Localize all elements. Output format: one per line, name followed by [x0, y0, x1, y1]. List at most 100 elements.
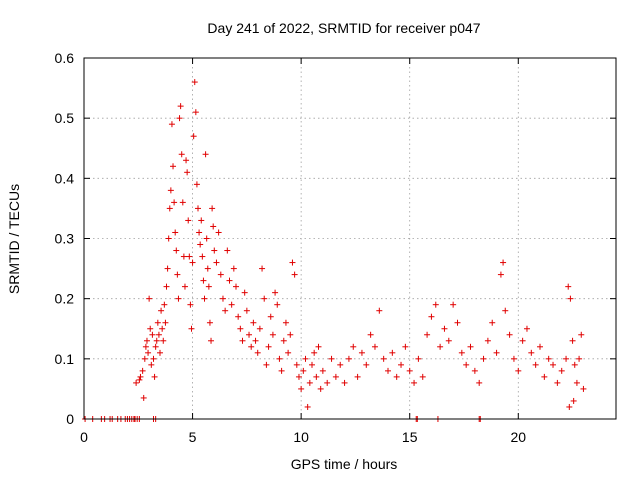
data-point: [199, 253, 206, 260]
data-point: [573, 379, 580, 386]
data-point: [385, 367, 391, 374]
data-point: [280, 337, 287, 344]
data-point: [248, 343, 255, 350]
data-point: [558, 367, 565, 374]
data-point: [162, 319, 169, 326]
data-point: [298, 385, 305, 392]
data-point: [567, 295, 574, 302]
data-point: [193, 181, 200, 188]
data-point: [149, 331, 156, 338]
data-point: [389, 349, 396, 356]
data-point: [274, 301, 281, 308]
data-point: [209, 205, 216, 212]
data-point: [363, 361, 370, 368]
data-point: [506, 331, 513, 338]
data-point: [428, 313, 435, 320]
data-point: [167, 187, 174, 194]
data-point: [570, 397, 577, 404]
data-point: [415, 355, 422, 362]
data-point: [295, 373, 302, 380]
data-point: [145, 349, 152, 356]
data-point: [578, 331, 585, 338]
y-tick-label: 0.6: [55, 50, 75, 66]
data-point: [259, 265, 266, 272]
data-point: [541, 373, 548, 380]
data-point: [309, 361, 315, 368]
data-point: [155, 331, 162, 338]
data-point: [267, 313, 274, 320]
data-point: [206, 319, 213, 326]
data-point: [147, 325, 154, 332]
data-point: [278, 367, 285, 374]
data-point: [306, 379, 313, 386]
data-point: [432, 301, 439, 308]
data-point: [142, 343, 149, 350]
x-tick-label: 5: [189, 429, 197, 445]
data-point: [471, 367, 478, 374]
data-point: [317, 385, 324, 392]
y-axis-label: SRMTID / TECUs: [6, 184, 22, 294]
data-point: [173, 247, 180, 254]
data-point: [219, 295, 226, 302]
data-point: [146, 295, 153, 302]
data-point: [554, 379, 561, 386]
data-point: [191, 79, 198, 86]
data-point: [563, 355, 570, 362]
data-point: [519, 337, 526, 344]
data-point: [213, 259, 220, 266]
data-point: [565, 283, 572, 290]
data-point: [208, 337, 215, 344]
data-point: [424, 331, 431, 338]
data-point: [137, 373, 144, 380]
data-point: [200, 277, 207, 284]
data-point: [222, 307, 229, 314]
data-point: [302, 355, 309, 362]
data-point: [272, 289, 279, 296]
data-point: [497, 271, 504, 278]
data-point: [319, 367, 326, 374]
data-point: [337, 361, 344, 368]
data-point: [441, 325, 448, 332]
data-point: [241, 289, 248, 296]
data-point: [246, 331, 253, 338]
data-point: [445, 337, 452, 344]
data-point: [136, 376, 143, 383]
data-point: [201, 295, 208, 302]
chart-title: Day 241 of 2022, SRMTID for receiver p04…: [207, 20, 480, 36]
data-point: [256, 325, 263, 332]
data-point: [239, 337, 246, 344]
data-point: [367, 331, 374, 338]
data-point: [165, 235, 172, 242]
data-point: [537, 343, 543, 350]
y-tick-label: 0.5: [55, 110, 75, 126]
x-tick-label: 20: [510, 429, 526, 445]
data-point: [151, 373, 158, 380]
x-tick-label: 10: [293, 429, 309, 445]
data-point: [345, 355, 352, 362]
data-point: [411, 379, 418, 386]
data-point: [172, 229, 179, 236]
data-point: [161, 301, 168, 308]
data-point: [157, 349, 163, 356]
data-point: [186, 253, 193, 260]
data-point: [148, 361, 155, 368]
data-point: [252, 337, 259, 344]
data-point: [183, 157, 190, 164]
y-tick-label: 0.3: [55, 231, 75, 247]
data-point: [195, 205, 201, 212]
y-tick-label: 0.1: [55, 351, 75, 367]
data-point: [489, 319, 496, 326]
y-tick-label: 0.4: [55, 170, 75, 186]
data-point: [202, 151, 209, 158]
data-point: [450, 301, 457, 308]
data-point: [332, 373, 339, 380]
data-point: [150, 355, 157, 362]
data-point: [328, 355, 335, 362]
data-point: [179, 199, 186, 206]
data-point: [532, 361, 539, 368]
data-point: [180, 253, 187, 260]
data-point: [197, 241, 204, 248]
data-point: [458, 349, 465, 356]
data-point: [480, 355, 487, 362]
data-point: [171, 199, 178, 206]
